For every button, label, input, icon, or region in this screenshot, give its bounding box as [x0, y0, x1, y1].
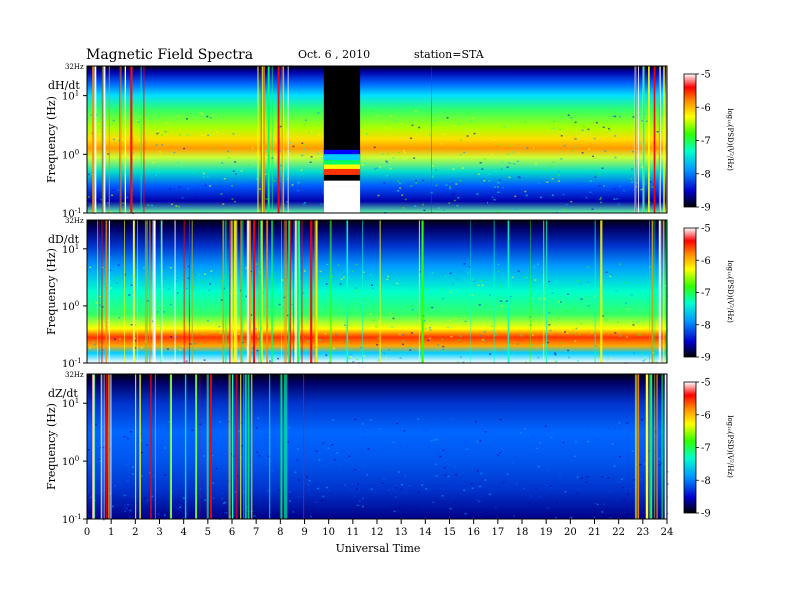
colorbar-tick: -8 — [701, 476, 711, 487]
colorbar-title: log₁₀(PSD)(V²/Hz) — [726, 415, 734, 478]
y-top-label: 32Hz — [65, 63, 84, 71]
station-label: station=STA — [414, 48, 485, 61]
x-tick-label: 7 — [253, 527, 259, 538]
colorbar: -5 -6 -7 -8 -9 log₁₀(PSD)(V²/Hz) — [683, 70, 734, 214]
component-label: dD/dt — [48, 233, 80, 246]
x-tick-label: 17 — [491, 527, 504, 538]
x-tick-label: 0 — [84, 527, 90, 538]
x-tick-label: 6 — [229, 527, 235, 538]
x-tick-label: 24 — [661, 527, 674, 538]
x-axis: 0 1 2 3 4 5 6 7 8 9 10 11 12 13 14 15 16 17 18 19 20 21 22 23 24 — [84, 519, 674, 538]
colorbar-tick: -6 — [701, 103, 711, 114]
y-axis-title: Frequency (Hz) — [45, 248, 58, 335]
y-tick-label: 100 — [62, 300, 79, 313]
colorbar-title: log₁₀(PSD)(V²/Hz) — [726, 108, 734, 171]
data-gap — [323, 66, 361, 213]
impulse-streaks — [92, 374, 667, 519]
impulse-streaks — [92, 66, 669, 213]
y-tick-label: 10-1 — [62, 357, 82, 370]
colorbar-tick: -6 — [701, 256, 711, 267]
x-tick-label: 18 — [516, 527, 529, 538]
y-axis-title: Frequency (Hz) — [45, 96, 58, 183]
colorbar-tick: -8 — [701, 169, 711, 180]
x-tick-label: 10 — [322, 527, 335, 538]
figure-date: Oct. 6 , 2010 — [298, 48, 370, 61]
y-axis-title: Frequency (Hz) — [45, 403, 58, 490]
x-tick-label: 3 — [156, 527, 162, 538]
x-tick-label: 21 — [588, 527, 601, 538]
colorbar-tick: -5 — [701, 70, 711, 81]
figure-title: Magnetic Field Spectra — [86, 47, 253, 63]
panel-frame — [86, 219, 668, 364]
spectrogram-image — [87, 220, 667, 363]
colorbar-tick: -7 — [701, 136, 711, 147]
spectrogram-image — [87, 66, 667, 213]
x-tick-label: 15 — [443, 527, 456, 538]
x-tick-label: 9 — [301, 527, 307, 538]
colorbar: -5 -6 -7 -8 -9 log₁₀(PSD)(V²/Hz) — [683, 378, 734, 520]
colorbar-tick: -9 — [701, 509, 711, 520]
component-label: dZ/dt — [48, 387, 78, 400]
colorbar-title: log₁₀(PSD)(V²/Hz) — [726, 260, 734, 323]
x-tick-label: 16 — [467, 527, 480, 538]
x-axis-title: Universal Time — [336, 542, 421, 555]
x-tick-label: 1 — [108, 527, 114, 538]
colorbar-tick: -5 — [701, 378, 711, 389]
x-tick-label: 22 — [612, 527, 625, 538]
colorbar-tick: -8 — [701, 320, 711, 331]
x-tick-label: 14 — [419, 527, 432, 538]
colorbar-tick: -9 — [701, 353, 711, 364]
y-tick-label: 100 — [62, 148, 79, 161]
x-tick-label: 23 — [636, 527, 649, 538]
colorbar-tick: -7 — [701, 288, 711, 299]
colorbar: -5 -6 -7 -8 -9 log₁₀(PSD)(V²/Hz) — [683, 224, 734, 364]
y-top-label: 32Hz — [65, 217, 84, 225]
y-tick-label: 101 — [62, 397, 79, 410]
colorbar-tick: -7 — [701, 443, 711, 454]
colorbar-tick: -9 — [701, 203, 711, 214]
x-tick-label: 4 — [180, 527, 186, 538]
colorbar-tick: -5 — [701, 224, 711, 235]
impulse-streaks — [97, 220, 667, 363]
spectrogram-image — [87, 374, 667, 519]
y-tick-label: 100 — [62, 455, 79, 468]
y-tick-label: 101 — [62, 243, 79, 256]
y-tick-label: 101 — [62, 90, 79, 103]
x-tick-label: 19 — [540, 527, 553, 538]
x-tick-label: 11 — [346, 527, 359, 538]
x-tick-label: 13 — [395, 527, 408, 538]
x-tick-label: 20 — [564, 527, 577, 538]
x-tick-label: 2 — [132, 527, 138, 538]
x-tick-label: 5 — [205, 527, 211, 538]
y-tick-label: 10-1 — [62, 513, 82, 526]
component-label: dH/dt — [48, 79, 80, 92]
colorbar-tick: -6 — [701, 410, 711, 421]
y-top-label: 32Hz — [65, 371, 84, 379]
x-tick-label: 12 — [371, 527, 384, 538]
panel-frame — [86, 65, 668, 214]
x-tick-label: 8 — [277, 527, 283, 538]
